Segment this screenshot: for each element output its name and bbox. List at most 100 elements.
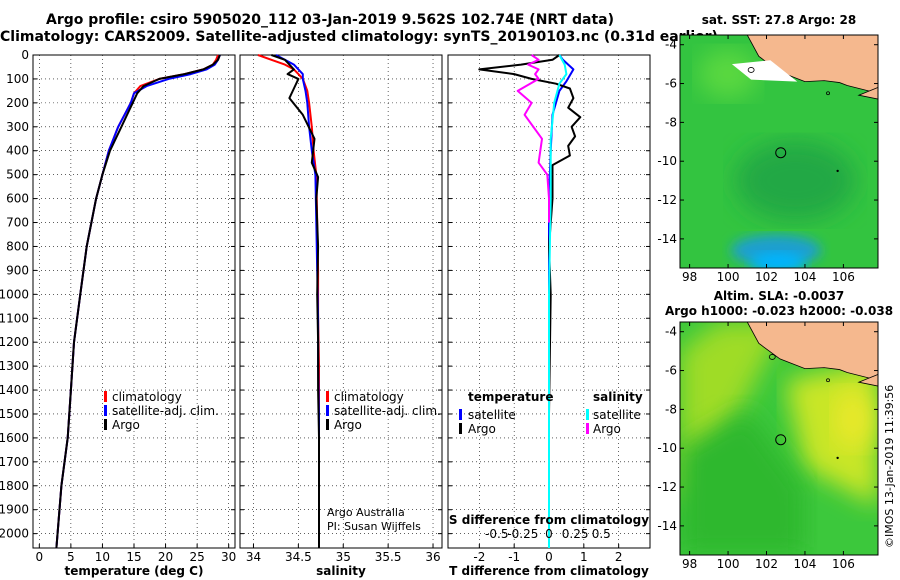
sla-peak	[833, 389, 874, 450]
tick-label-x: 2	[615, 550, 623, 564]
axis-label-x: T difference from climatology	[449, 564, 649, 578]
warm-patch	[698, 48, 759, 99]
tick-label-x: 104	[793, 557, 816, 571]
tick-label-y: 1400	[0, 383, 29, 397]
tick-label-y: 400	[6, 144, 29, 158]
legend-label: satellite	[593, 408, 641, 422]
land-sumatra	[746, 322, 878, 381]
tick-label-x2: 0	[545, 527, 553, 541]
tick-label-x: 100	[717, 270, 740, 284]
tick-label-x: 20	[158, 550, 173, 564]
cold-core	[750, 252, 807, 268]
tick-label-x2: 0.25	[562, 527, 589, 541]
legend-swatch	[104, 391, 107, 402]
tick-label-y: 1600	[0, 431, 29, 445]
tick-label-x: -1	[508, 550, 520, 564]
tick-label-y: -8	[665, 402, 677, 416]
sla-low-band	[680, 409, 805, 555]
tick-label-x: 30	[221, 550, 236, 564]
legend-swatch	[104, 419, 107, 430]
annotation-text: PI: Susan Wijffels	[327, 520, 421, 533]
tick-label-y: -12	[657, 480, 677, 494]
tick-label-x: 35.5	[375, 550, 402, 564]
cool-patch	[735, 140, 856, 221]
legend-swatch	[459, 409, 462, 420]
tick-label-x2: 0.5	[592, 527, 611, 541]
tick-label-x: 34.5	[285, 550, 312, 564]
tick-label-y: -10	[657, 441, 677, 455]
argo-position-marker	[775, 434, 787, 446]
tick-label-y: 900	[6, 263, 29, 277]
tick-label-y: 600	[6, 192, 29, 206]
tick-label-y: -8	[665, 115, 677, 129]
tick-label-x: 0	[35, 550, 43, 564]
panel-temperature: 0 5 10 15 20 25 30 temperature (deg C) 0 100 200 30…	[0, 48, 236, 578]
tick-label-y: -6	[665, 77, 677, 91]
difference-extras: -0.5-0.25 0 0.25 0.5S difference from clima…	[449, 390, 649, 541]
tick-label-y: 800	[6, 239, 29, 253]
island-enggano	[768, 354, 776, 360]
series-line	[55, 54, 219, 549]
map-title: sat. SST: 27.8 Argo: 28	[702, 13, 856, 27]
plot-frame	[239, 54, 443, 549]
tick-label-y: -12	[657, 193, 677, 207]
legend-label: Argo	[334, 418, 362, 432]
legend-label: satellite	[468, 408, 516, 422]
tick-label-y: 1000	[0, 287, 29, 301]
tick-label-x: 25	[189, 550, 204, 564]
tick-label-x: 36	[425, 550, 440, 564]
tick-label-y: 1500	[0, 407, 29, 421]
tick-label-y: 500	[6, 168, 29, 182]
tick-label-x: 102	[755, 557, 778, 571]
tick-label-y: -10	[657, 154, 677, 168]
tick-label-x: 35	[336, 550, 351, 564]
cloud-mask	[731, 60, 798, 82]
land-java	[857, 373, 878, 387]
tick-label-x: 106	[832, 557, 855, 571]
island-christmas	[836, 456, 839, 460]
tick-label-x: 1	[580, 550, 588, 564]
legend-label: climatology	[334, 390, 404, 404]
legend-swatch	[459, 423, 462, 434]
map-frame	[679, 321, 879, 556]
tick-label-y: -14	[657, 519, 677, 533]
tick-label-x: 102	[755, 270, 778, 284]
tick-label-y: 200	[6, 96, 29, 110]
annotation-text: Argo Australia	[327, 506, 405, 519]
series-line	[55, 54, 221, 549]
map-sla_map: 98 100 102 104 106 -4 -6 -8 -10 -12 -14 Altim. SLA:…	[657, 289, 893, 571]
panel-salinity: 34 34.5 35 35.5 36 salinity	[239, 54, 443, 578]
legend-label: satellite-adj. clim.	[334, 404, 441, 418]
legend-label: Argo	[112, 418, 140, 432]
figure-title-line1: Argo profile: csiro 5905020_112 03-Jan-2…	[45, 12, 615, 28]
axis-label-x2: S difference from climatology	[449, 513, 649, 527]
map-field	[680, 35, 878, 268]
tick-label-y: 0	[21, 48, 29, 62]
tick-label-y: 2000	[0, 527, 29, 541]
series-line	[478, 54, 582, 548]
series-line	[516, 54, 550, 223]
tick-label-y: 1100	[0, 311, 29, 325]
tick-label-x: 10	[95, 550, 110, 564]
figure-title-line2: Climatology: CARS2009. Satellite-adjuste…	[0, 29, 718, 45]
map-subtitle: Argo h1000: -0.023 h2000: -0.038	[665, 304, 893, 318]
tick-label-y: 1300	[0, 359, 29, 373]
tick-label-x: 15	[126, 550, 141, 564]
tick-label-y: 1200	[0, 335, 29, 349]
panel-difference: -2 -1 0 1 2T difference from climatology	[447, 54, 651, 578]
land-java	[857, 86, 878, 100]
series-line	[548, 54, 568, 548]
map-field	[680, 322, 878, 555]
tick-label-y: -6	[665, 364, 677, 378]
legend-swatch	[586, 409, 589, 420]
series-line	[271, 54, 320, 548]
tick-label-x: -2	[473, 550, 485, 564]
legend-swatch	[326, 391, 329, 402]
tick-label-x: 98	[682, 557, 697, 571]
tick-label-x: 104	[793, 270, 816, 284]
island-outline	[747, 67, 755, 73]
island-krakatau	[826, 91, 830, 96]
